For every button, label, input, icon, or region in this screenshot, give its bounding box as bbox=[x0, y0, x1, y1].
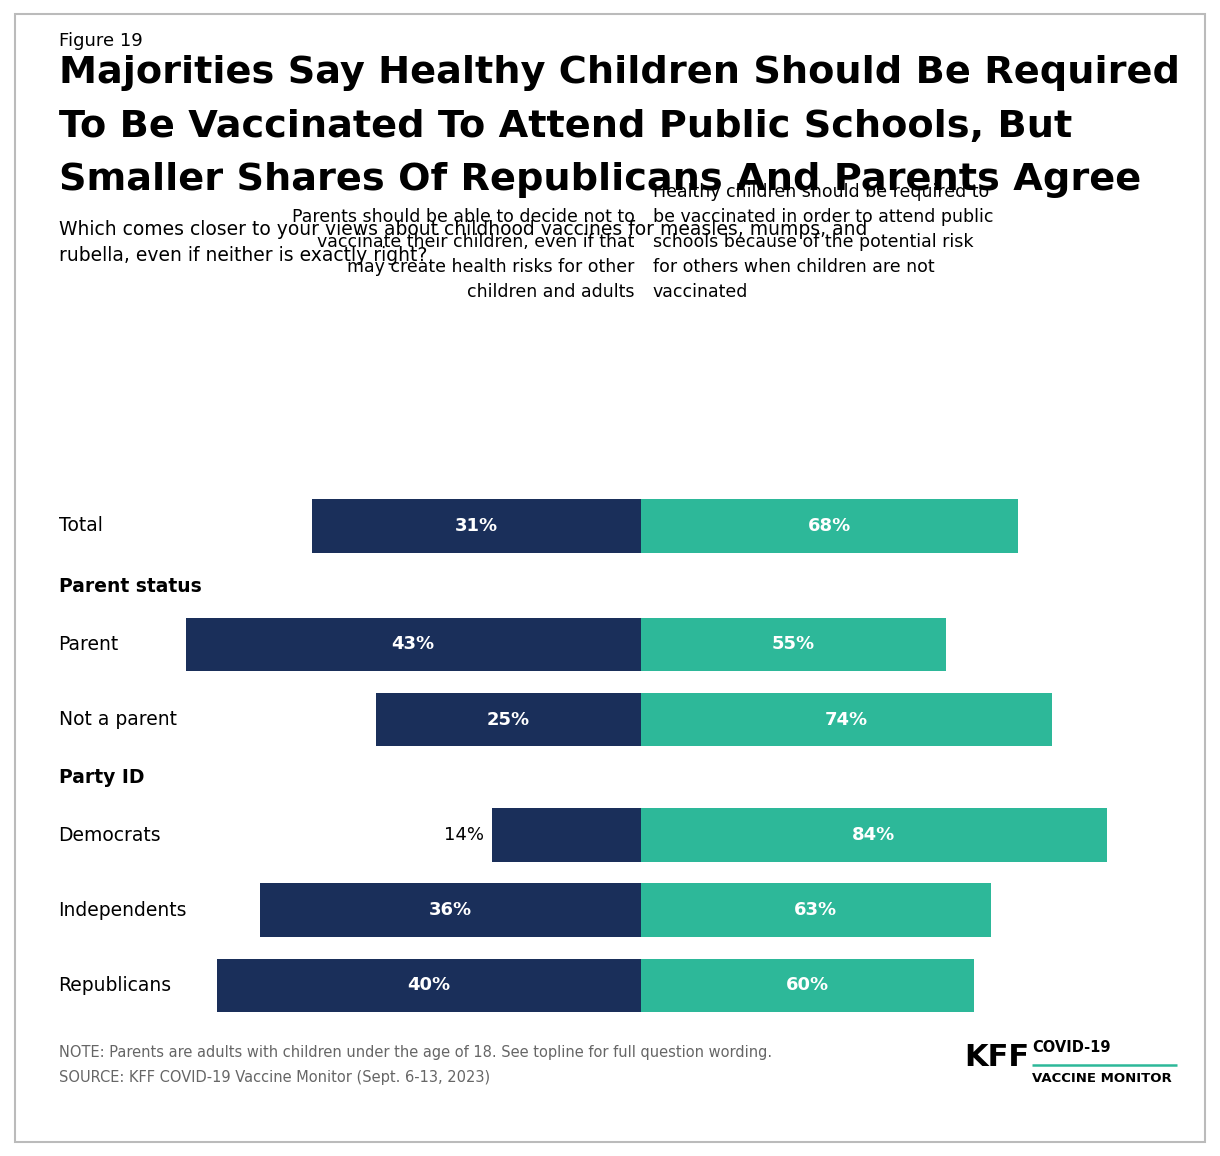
Text: Democrats: Democrats bbox=[59, 825, 161, 845]
Text: Healthy children should be required to
be vaccinated in order to attend public
s: Healthy children should be required to b… bbox=[653, 183, 993, 301]
Text: Independents: Independents bbox=[59, 901, 187, 920]
Text: Smaller Shares Of Republicans And Parents Agree: Smaller Shares Of Republicans And Parent… bbox=[59, 162, 1141, 198]
Text: Parent status: Parent status bbox=[59, 577, 201, 596]
Text: 14%: 14% bbox=[444, 827, 483, 844]
Text: COVID-19: COVID-19 bbox=[1032, 1040, 1110, 1055]
Text: 31%: 31% bbox=[455, 517, 498, 535]
Text: 68%: 68% bbox=[808, 517, 852, 535]
Bar bbox=[640, 499, 1019, 553]
Text: 36%: 36% bbox=[428, 902, 472, 919]
Text: Majorities Say Healthy Children Should Be Required: Majorities Say Healthy Children Should B… bbox=[59, 55, 1180, 91]
Bar bbox=[185, 617, 640, 672]
Text: 25%: 25% bbox=[487, 711, 529, 728]
Bar bbox=[376, 692, 640, 747]
Text: NOTE: Parents are adults with children under the age of 18. See topline for full: NOTE: Parents are adults with children u… bbox=[59, 1045, 772, 1060]
Text: To Be Vaccinated To Attend Public Schools, But: To Be Vaccinated To Attend Public School… bbox=[59, 109, 1072, 144]
Text: 60%: 60% bbox=[786, 977, 828, 994]
Text: Republicans: Republicans bbox=[59, 976, 172, 995]
Text: 74%: 74% bbox=[825, 711, 867, 728]
Bar bbox=[640, 617, 947, 672]
Bar bbox=[640, 958, 974, 1013]
Text: 55%: 55% bbox=[772, 636, 815, 653]
Text: Parent: Parent bbox=[59, 635, 118, 654]
Text: 63%: 63% bbox=[794, 902, 837, 919]
Bar bbox=[640, 883, 991, 938]
Text: Total: Total bbox=[59, 517, 102, 535]
Text: SOURCE: KFF COVID-19 Vaccine Monitor (Sept. 6-13, 2023): SOURCE: KFF COVID-19 Vaccine Monitor (Se… bbox=[59, 1070, 489, 1085]
Bar bbox=[640, 808, 1108, 862]
Bar bbox=[312, 499, 640, 553]
Text: 43%: 43% bbox=[392, 636, 434, 653]
Text: 84%: 84% bbox=[853, 827, 895, 844]
Text: 40%: 40% bbox=[407, 977, 450, 994]
Text: KFF: KFF bbox=[964, 1043, 1028, 1072]
Text: Which comes closer to your views about childhood vaccines for measles, mumps, an: Which comes closer to your views about c… bbox=[59, 220, 867, 265]
Bar bbox=[640, 692, 1052, 747]
Bar bbox=[217, 958, 640, 1013]
Text: Party ID: Party ID bbox=[59, 768, 144, 787]
Text: VACCINE MONITOR: VACCINE MONITOR bbox=[1032, 1072, 1172, 1084]
Bar bbox=[493, 808, 640, 862]
Text: Parents should be able to decide not to
vaccinate their children, even if that
m: Parents should be able to decide not to … bbox=[292, 208, 634, 301]
Text: Figure 19: Figure 19 bbox=[59, 32, 143, 51]
Bar bbox=[260, 883, 640, 938]
Text: Not a parent: Not a parent bbox=[59, 710, 177, 729]
